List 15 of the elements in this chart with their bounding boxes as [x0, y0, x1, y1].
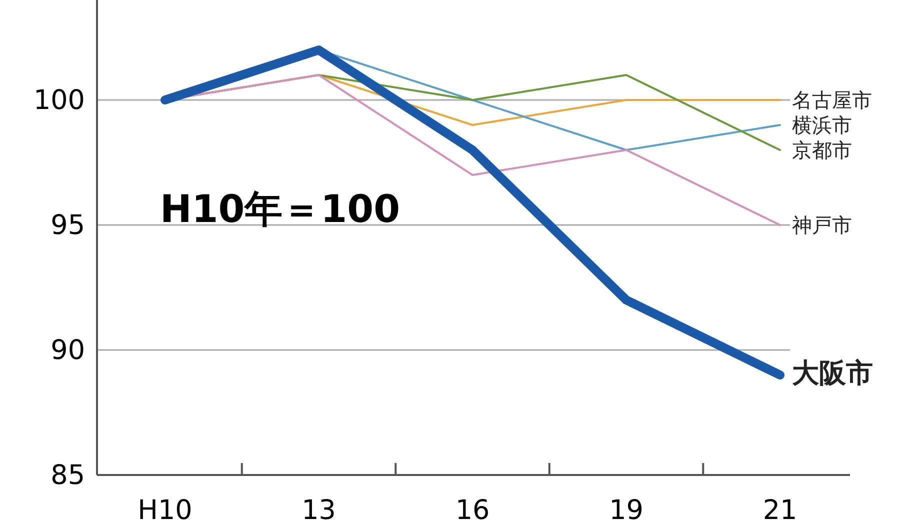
x-tick-label: H10 [138, 495, 192, 526]
y-tick-label: 85 [50, 460, 85, 491]
x-tick-label: 19 [609, 495, 644, 526]
x-tick-label: 21 [762, 495, 798, 526]
series-label: 神戸市 [792, 213, 852, 237]
y-tick-label: 95 [50, 210, 85, 241]
x-tick-label: 13 [302, 495, 336, 526]
x-tick-label: 16 [455, 495, 490, 526]
y-tick-label: 90 [50, 335, 85, 366]
series-label: 名古屋市 [792, 88, 872, 112]
series-label: 大阪市 [792, 358, 873, 389]
series-label: 横浜市 [792, 113, 852, 137]
y-tick-label: 100 [33, 85, 85, 116]
series-label: 京都市 [792, 138, 852, 162]
annotation: H10年＝100 [160, 187, 400, 231]
